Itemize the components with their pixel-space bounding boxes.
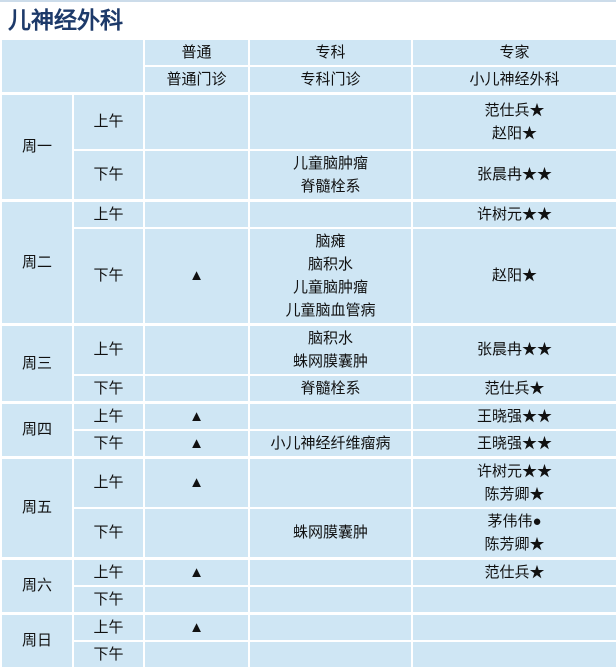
- expert-cell-fri-pm: 茅伟伟● 陈芳卿★: [411, 506, 616, 559]
- subheader-specialty-clinic: 专科门诊: [248, 65, 413, 95]
- day-cell-sun: 周日: [0, 611, 74, 669]
- specialty-cell-thu-am: [248, 400, 413, 431]
- ordinary-cell-mon-am: [143, 92, 250, 151]
- specialty-cell-wed-pm: 脊髓栓系: [248, 373, 413, 403]
- expert-cell-mon-pm: 张晨冉★★: [411, 148, 616, 201]
- day-cell-wed: 周三: [0, 322, 74, 403]
- ordinary-cell-thu-am: ▲: [143, 400, 250, 431]
- time-cell-wed-am: 上午: [72, 322, 145, 376]
- time-cell-thu-pm: 下午: [72, 428, 145, 458]
- ordinary-cell-mon-pm: [143, 148, 250, 201]
- day-cell-mon: 周一: [0, 92, 74, 201]
- time-cell-sat-am: 上午: [72, 556, 145, 587]
- expert-cell-sun-pm: [411, 639, 616, 669]
- expert-cell-sat-am: 范仕兵★: [411, 556, 616, 587]
- header-specialty: 专科: [248, 38, 413, 67]
- time-cell-sun-pm: 下午: [72, 639, 145, 669]
- time-cell-sat-pm: 下午: [72, 584, 145, 614]
- expert-cell-sat-pm: [411, 584, 616, 614]
- specialty-cell-tue-pm: 脑瘫 脑积水 儿童脑肿瘤 儿童脑血管病: [248, 226, 413, 325]
- ordinary-cell-fri-pm: [143, 506, 250, 559]
- time-cell-tue-pm: 下午: [72, 226, 145, 325]
- time-cell-fri-am: 上午: [72, 455, 145, 509]
- ordinary-cell-fri-am: ▲: [143, 455, 250, 509]
- time-cell-mon-am: 上午: [72, 92, 145, 151]
- expert-cell-thu-pm: 王晓强★★: [411, 428, 616, 458]
- specialty-cell-thu-pm: 小儿神经纤维瘤病: [248, 428, 413, 458]
- ordinary-cell-tue-am: [143, 198, 250, 229]
- specialty-cell-fri-pm: 蛛网膜囊肿: [248, 506, 413, 559]
- ordinary-cell-sun-am: ▲: [143, 611, 250, 642]
- time-cell-fri-pm: 下午: [72, 506, 145, 559]
- expert-cell-fri-am: 许树元★★ 陈芳卿★: [411, 455, 616, 509]
- day-cell-thu: 周四: [0, 400, 74, 458]
- ordinary-cell-sun-pm: [143, 639, 250, 669]
- subheader-ordinary-clinic: 普通门诊: [143, 65, 250, 95]
- expert-cell-tue-am: 许树元★★: [411, 198, 616, 229]
- specialty-cell-wed-am: 脑积水 蛛网膜囊肿: [248, 322, 413, 376]
- ordinary-cell-wed-am: [143, 322, 250, 376]
- time-cell-mon-pm: 下午: [72, 148, 145, 201]
- header-corner-cell: [0, 38, 145, 95]
- expert-cell-mon-am: 范仕兵★ 赵阳★: [411, 92, 616, 151]
- specialty-cell-sat-pm: [248, 584, 413, 614]
- specialty-cell-tue-am: [248, 198, 413, 229]
- specialty-cell-sat-am: [248, 556, 413, 587]
- ordinary-cell-thu-pm: ▲: [143, 428, 250, 458]
- specialty-cell-sun-am: [248, 611, 413, 642]
- expert-cell-wed-am: 张晨冉★★: [411, 322, 616, 376]
- time-cell-tue-am: 上午: [72, 198, 145, 229]
- specialty-cell-mon-am: [248, 92, 413, 151]
- specialty-cell-sun-pm: [248, 639, 413, 669]
- page-title: 儿神经外科: [8, 7, 123, 33]
- expert-cell-tue-pm: 赵阳★: [411, 226, 616, 325]
- specialty-cell-mon-pm: 儿童脑肿瘤 脊髓栓系: [248, 148, 413, 201]
- time-cell-wed-pm: 下午: [72, 373, 145, 403]
- specialty-cell-fri-am: [248, 455, 413, 509]
- expert-cell-sun-am: [411, 611, 616, 642]
- expert-cell-wed-pm: 范仕兵★: [411, 373, 616, 403]
- header-ordinary: 普通: [143, 38, 250, 67]
- day-cell-tue: 周二: [0, 198, 74, 325]
- schedule-table: 普通 专科 专家 普通门诊 专科门诊 小儿神经外科 周一 上午 范仕兵★ 赵阳★…: [0, 38, 616, 669]
- ordinary-cell-sat-am: ▲: [143, 556, 250, 587]
- day-cell-sat: 周六: [0, 556, 74, 614]
- ordinary-cell-wed-pm: [143, 373, 250, 403]
- header-expert: 专家: [411, 38, 616, 67]
- time-cell-sun-am: 上午: [72, 611, 145, 642]
- day-cell-fri: 周五: [0, 455, 74, 559]
- ordinary-cell-tue-pm: ▲: [143, 226, 250, 325]
- subheader-expert-clinic: 小儿神经外科: [411, 65, 616, 95]
- time-cell-thu-am: 上午: [72, 400, 145, 431]
- expert-cell-thu-am: 王晓强★★: [411, 400, 616, 431]
- ordinary-cell-sat-pm: [143, 584, 250, 614]
